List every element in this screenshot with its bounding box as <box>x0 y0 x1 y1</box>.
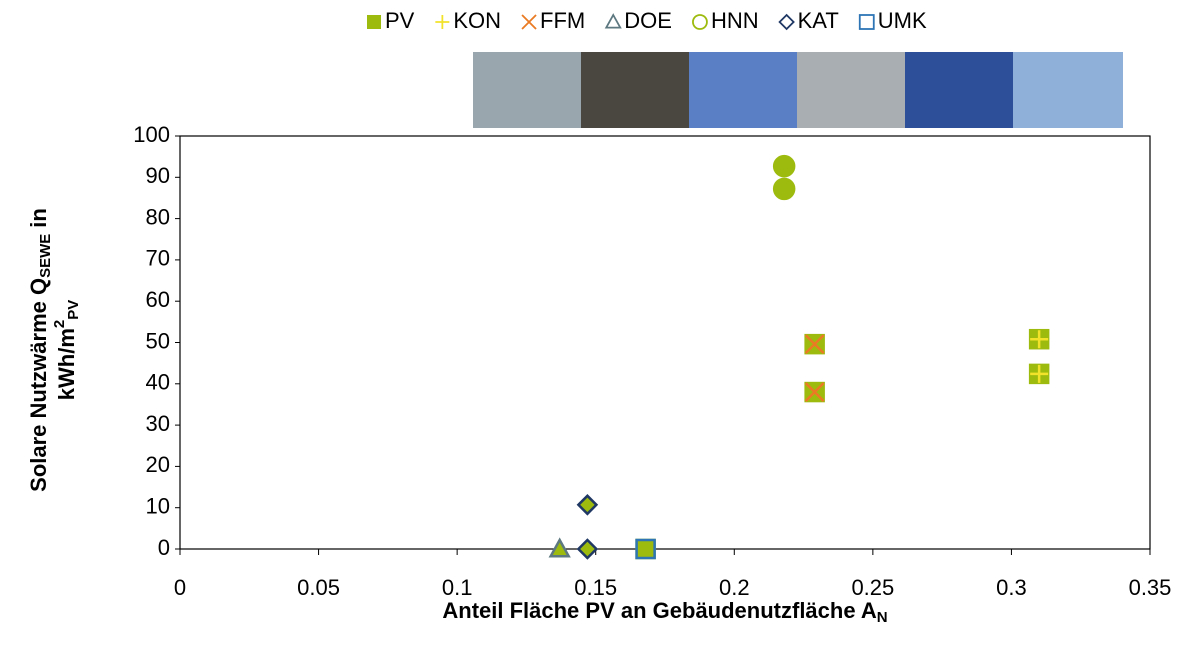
x-tick-label: 0.15 <box>574 575 617 600</box>
point <box>635 538 656 560</box>
point <box>1030 364 1049 383</box>
y-axis-label: Solare Nutzwärme QSEWE in kWh/m2PV <box>26 208 82 492</box>
legend-label: HNN <box>711 8 759 33</box>
legend-label: KON <box>453 8 501 33</box>
x-tick-label: 0 <box>174 575 186 600</box>
y-label-text: in <box>26 208 51 228</box>
y-tick-label: 10 <box>146 494 170 519</box>
point <box>548 537 571 558</box>
legend-label: KAT <box>798 8 839 33</box>
photo <box>473 52 581 128</box>
legend-marker <box>858 14 875 30</box>
legend-marker <box>435 15 450 29</box>
legend-label: DOE <box>624 8 672 33</box>
y-tick-label: 0 <box>158 535 170 560</box>
y-tick-label: 80 <box>146 204 170 229</box>
y-tick-label: 70 <box>146 246 170 271</box>
point <box>772 154 796 178</box>
point <box>576 494 599 516</box>
y-label-line1: Solare Nutzwärme QSEWE in <box>26 208 54 492</box>
x-tick-label: 0.35 <box>1129 575 1172 600</box>
y-label-sub: PV <box>65 300 82 320</box>
legend-marker <box>692 14 708 30</box>
photo <box>689 52 797 128</box>
legend-marker <box>521 14 537 30</box>
y-label-line2: kWh/m2PV <box>51 300 82 400</box>
building-photos <box>473 52 1123 128</box>
y-tick-label: 20 <box>146 452 170 477</box>
photo <box>581 52 689 128</box>
y-tick-label: 50 <box>146 328 170 353</box>
legend-marker <box>778 13 795 31</box>
plot-area <box>179 135 1151 550</box>
legend-marker <box>604 13 622 29</box>
x-tick-label: 0.1 <box>442 575 473 600</box>
x-tick-label: 0.3 <box>996 575 1027 600</box>
x-tick-label: 0.2 <box>719 575 750 600</box>
x-tick-label: 0.25 <box>851 575 894 600</box>
y-tick-label: 100 <box>133 122 170 147</box>
photo <box>905 52 1013 128</box>
y-label-text: Solare Nutzwärme Q <box>26 278 51 492</box>
point <box>772 177 796 201</box>
x-label-sub: N <box>877 609 888 626</box>
point <box>1030 330 1049 349</box>
point <box>804 382 825 402</box>
y-tick-label: 60 <box>146 287 170 312</box>
legend-label: FFM <box>540 8 585 33</box>
point <box>576 538 599 560</box>
y-label-text: kWh/m <box>54 328 79 400</box>
y-tick-label: 40 <box>146 370 170 395</box>
y-label-sup: 2 <box>51 320 68 328</box>
y-tick-label: 30 <box>146 411 170 436</box>
x-axis-label: Anteil Fläche PV an Gebäudenutzfläche AN <box>442 598 887 626</box>
legend-label: UMK <box>878 8 927 33</box>
y-label-sub: SEWE <box>37 234 54 278</box>
legend-label: PV <box>385 8 415 33</box>
photo <box>1013 52 1123 128</box>
legend-marker <box>367 15 381 29</box>
point <box>804 334 825 355</box>
x-tick-label: 0.05 <box>297 575 340 600</box>
y-tick-label: 90 <box>146 163 170 188</box>
x-label-text: Anteil Fläche PV an Gebäudenutzfläche A <box>442 598 876 623</box>
photo <box>797 52 905 128</box>
